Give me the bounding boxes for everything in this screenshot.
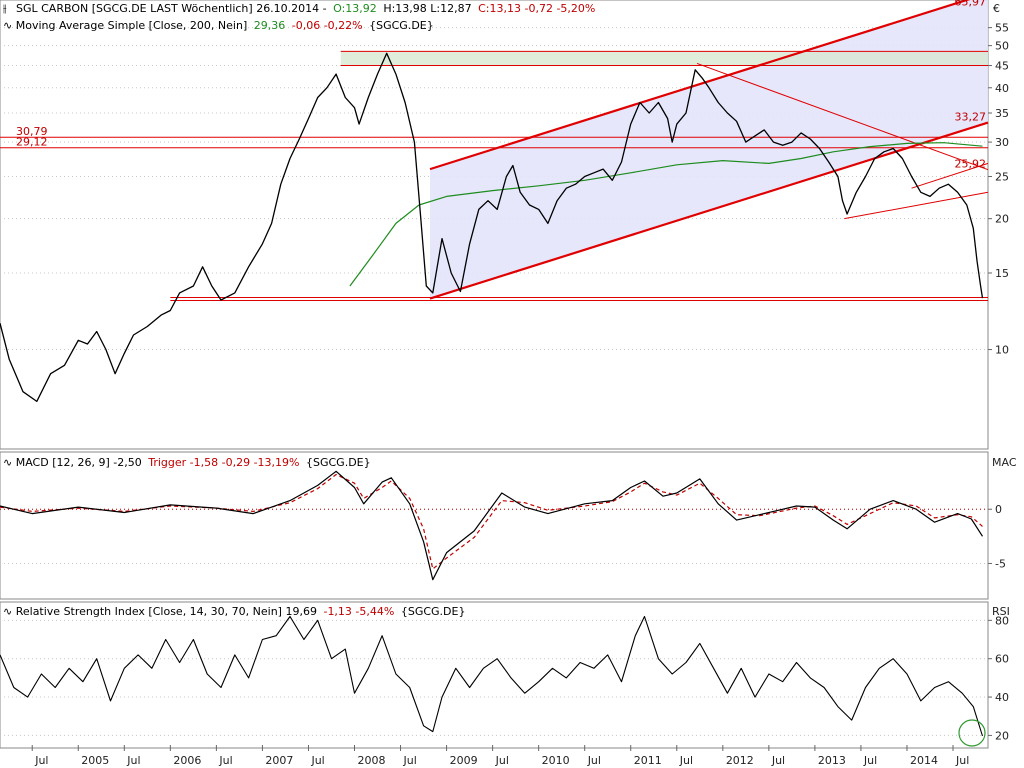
rsi-highlight-circle [958,719,986,747]
trend-line [911,162,989,189]
rsi-axis-label: RSI [992,605,1010,618]
rsi-panel [0,601,989,749]
resistance-zone [340,51,988,66]
price-open: O:13,92 [333,2,377,15]
series-lines [0,52,984,737]
y-tick-label: 0 [995,503,1002,516]
channel-line [429,0,971,171]
ma-icon: ∿ [3,19,12,32]
level-label: 65,97 [955,0,987,8]
level-label: 29,12 [16,136,48,149]
x-tick-label: Jul [587,754,601,767]
y-tick-label: 20 [995,213,1009,226]
level-label: 33,27 [955,111,987,124]
x-tick-label: Jul [34,754,48,767]
rsi-line [0,615,984,737]
price-hlc: H:13,98 L:12,87 [383,2,471,15]
rsi-icon: ∿ [3,605,12,618]
rsi-header: ∿ Relative Strength Index [Close, 14, 30… [3,605,465,618]
y-tick-label: 15 [995,267,1009,280]
x-tick-label: 2013 [818,754,846,767]
x-tick-label: 2006 [173,754,201,767]
axis-ticks: 10 15 20 25 30 35 40 45 50 55 -5 0 20 40 60 80 Jul 2005 Ju… [31,22,1009,767]
x-tick-label: 2008 [358,754,386,767]
price-header-icon: ⫲ [3,2,7,15]
price-header: SGL CARBON [SGCG.DE LAST Wöchentlich] 26… [16,2,595,15]
x-tick-label: Jul [495,754,509,767]
y-tick-label: 20 [995,729,1009,742]
x-tick-label: 2005 [81,754,109,767]
macd-line [0,470,984,581]
channel-fill [430,0,988,299]
macd-header: ∿ MACD [12, 26, 9] -2,50 Trigger -1,58 -… [3,456,371,469]
macd-symbol: {SGCG.DE} [306,456,371,469]
x-tick-label: 2011 [634,754,662,767]
x-tick-label: 2012 [726,754,754,767]
price-title: SGL CARBON [SGCG.DE LAST Wöchentlich] 26… [16,2,327,15]
gridlines [0,27,988,736]
x-tick-label: 2009 [450,754,478,767]
price-line [0,52,984,403]
ma-value: 29,36 [254,19,286,32]
macd-axis-label: MAC [992,456,1017,469]
y-tick-label: 25 [995,171,1009,184]
x-tick-label: Jul [403,754,417,767]
macd-icon: ∿ [3,456,12,469]
ma-change: -0,06 -0,22% [292,19,363,32]
level-label: 25,92 [955,158,987,171]
channel-line [429,121,989,300]
y-tick-label: 40 [995,691,1009,704]
macd-trigger-line [0,473,983,570]
y-tick-label: 55 [995,22,1009,35]
macd-title: MACD [12, 26, 9] -2,50 [16,456,142,469]
x-tick-label: Jul [310,754,324,767]
y-tick-label: 40 [995,82,1009,95]
macd-panel [0,451,989,600]
price-close: C:13,13 -0,72 -5,20% [478,2,595,15]
x-tick-label: Jul [955,754,969,767]
y-tick-label: 80 [995,614,1009,627]
y-tick-label: 10 [995,344,1009,357]
x-tick-label: 2014 [910,754,938,767]
y-tick-label: 50 [995,40,1009,53]
trend-line [696,62,989,171]
channel-fills [340,0,988,299]
ma-symbol: {SGCG.DE} [369,19,434,32]
x-tick-label: Jul [126,754,140,767]
x-tick-label: 2010 [542,754,570,767]
rsi-change: -1,13 -5,44% [323,605,394,618]
ma-title: Moving Average Simple [Close, 200, Nein] [16,19,248,32]
y-tick-label: 60 [995,653,1009,666]
x-tick-label: Jul [218,754,232,767]
macd-trigger: Trigger -1,58 -0,29 -13,19% [147,456,299,469]
trend-lines [0,0,989,302]
level-label: 30,79 [16,125,48,138]
moving-average-line [349,142,983,287]
y-tick-label: 45 [995,60,1009,73]
x-tick-label: 2007 [265,754,293,767]
rsi-title: Relative Strength Index [Close, 14, 30, … [16,605,317,618]
y-tick-label: 30 [995,136,1009,149]
rsi-symbol: {SGCG.DE} [401,605,466,618]
x-tick-label: Jul [863,754,877,767]
ma-header: ∿ Moving Average Simple [Close, 200, Nei… [3,19,434,32]
y-tick-label: 35 [995,107,1009,120]
trend-line [844,191,989,220]
y-tick-label: -5 [995,557,1006,570]
x-tick-label: Jul [679,754,693,767]
currency-label: € [993,2,1000,15]
x-tick-label: Jul [771,754,785,767]
